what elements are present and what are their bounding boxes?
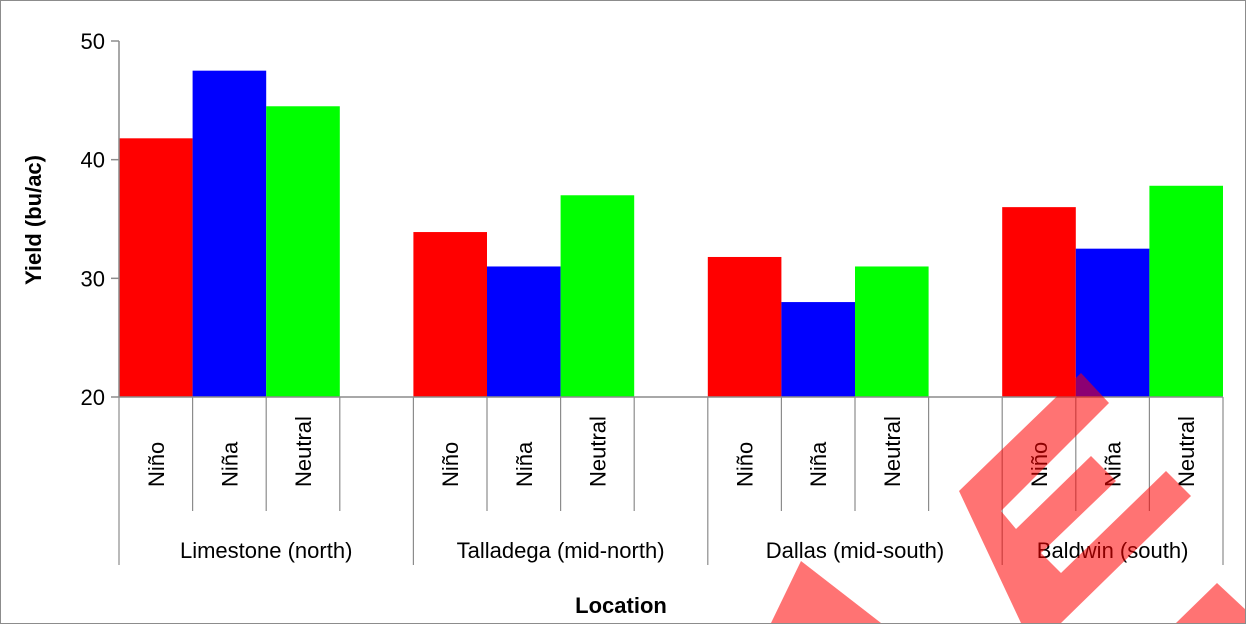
- bar-nina-group-3: [781, 302, 855, 397]
- watermark: [771, 373, 1245, 623]
- bar-neutral-group-3: [855, 266, 929, 397]
- category-label: Neutral: [1174, 416, 1199, 487]
- group-label: Talladega (mid-north): [457, 538, 665, 563]
- group-label: Limestone (north): [180, 538, 352, 563]
- category-label: Neutral: [585, 416, 610, 487]
- watermark-shape-2: [959, 373, 1191, 623]
- y-tick-label: 40: [81, 148, 105, 173]
- bar-neutral-group-2: [560, 195, 635, 397]
- group-label: Dallas (mid-south): [766, 538, 945, 563]
- y-tick-label: 30: [81, 266, 105, 291]
- category-label: Niña: [512, 441, 537, 487]
- watermark-shape-1: [771, 561, 881, 623]
- bar-neutral-group-1: [266, 106, 340, 398]
- category-label: Niña: [217, 441, 242, 487]
- bar-nino-group-1: [119, 138, 193, 397]
- category-label: Niña: [806, 441, 831, 487]
- labels-layer: 20 30 40 50 Niño Niña Neutral Niño Niña Neutral Ni…: [81, 29, 1200, 563]
- category-label: Neutral: [880, 416, 905, 487]
- category-label: Neutral: [291, 416, 316, 487]
- axes-layer: [111, 40, 1224, 565]
- watermark-shape-3: [1176, 583, 1245, 623]
- bar-neutral-group-4: [1149, 185, 1223, 397]
- bar-nino-group-2: [413, 232, 487, 397]
- bars-layer: [119, 70, 1223, 398]
- y-tick-label: 20: [81, 385, 105, 410]
- y-axis-title: Yield (bu/ac): [21, 155, 46, 285]
- bar-nina-group-4: [1075, 248, 1150, 397]
- bar-nina-group-2: [487, 266, 561, 397]
- bar-nino-group-3: [707, 256, 782, 397]
- category-label: Niño: [733, 442, 758, 487]
- bar-nino-group-4: [1002, 207, 1076, 397]
- y-tick-label: 50: [81, 29, 105, 54]
- x-axis-title: Location: [575, 593, 667, 618]
- category-label: Niño: [144, 442, 169, 487]
- bar-nina-group-1: [192, 70, 267, 398]
- category-label: Niño: [438, 442, 463, 487]
